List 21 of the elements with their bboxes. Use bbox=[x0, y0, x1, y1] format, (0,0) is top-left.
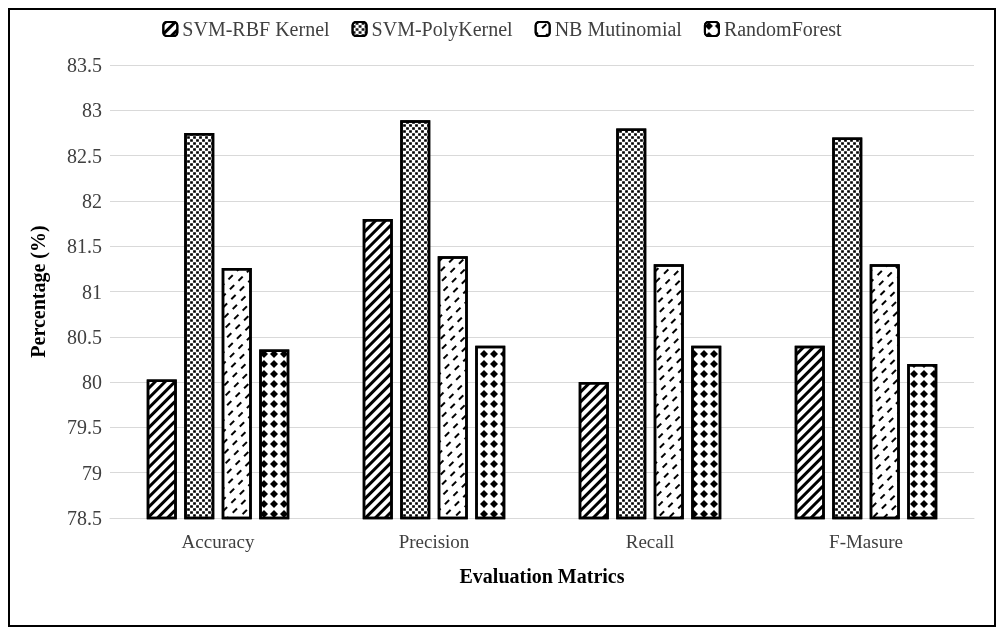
x-tick-label: F-Masure bbox=[829, 531, 903, 552]
y-tick-label: 83.5 bbox=[67, 54, 102, 76]
legend-label: SVM-PolyKernel bbox=[371, 18, 514, 41]
y-tick-label: 78.5 bbox=[67, 507, 102, 529]
x-axis-title: Evaluation Matrics bbox=[459, 565, 625, 587]
x-tick-label: Recall bbox=[625, 531, 675, 552]
y-tick-label: 82.5 bbox=[67, 144, 102, 167]
y-tick-label: 81 bbox=[82, 280, 102, 303]
y-tick-label: 83 bbox=[82, 99, 102, 122]
y-axis-title: Percentage (%) bbox=[27, 225, 50, 358]
y-tick-label: 79.5 bbox=[67, 416, 102, 439]
legend-label: SVM-RBF Kernel bbox=[182, 18, 330, 40]
y-tick-label: 80 bbox=[82, 371, 102, 394]
legend-label: NB Mutinomial bbox=[554, 18, 683, 40]
y-tick-label: 81.5 bbox=[67, 235, 102, 258]
y-tick-label: 82 bbox=[82, 189, 102, 212]
x-tick-label: Precision bbox=[398, 531, 470, 552]
legend-label: RandomForest bbox=[723, 18, 843, 40]
x-tick-label: Accuracy bbox=[181, 531, 255, 552]
y-tick-label: 80.5 bbox=[67, 325, 102, 348]
y-tick-label: 79 bbox=[82, 461, 102, 484]
